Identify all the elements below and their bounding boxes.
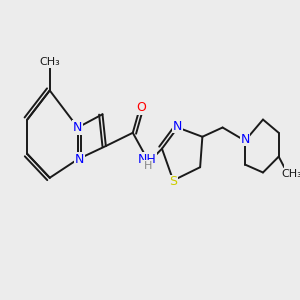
Text: CH₃: CH₃ bbox=[39, 57, 60, 67]
Text: N: N bbox=[74, 153, 84, 166]
Text: H: H bbox=[144, 160, 152, 170]
Text: NH: NH bbox=[138, 153, 157, 166]
Text: O: O bbox=[136, 101, 146, 114]
Text: S: S bbox=[169, 176, 177, 188]
Text: N: N bbox=[173, 120, 182, 133]
Text: N: N bbox=[240, 133, 250, 146]
Text: CH₃: CH₃ bbox=[282, 169, 300, 179]
Text: N: N bbox=[73, 121, 83, 134]
